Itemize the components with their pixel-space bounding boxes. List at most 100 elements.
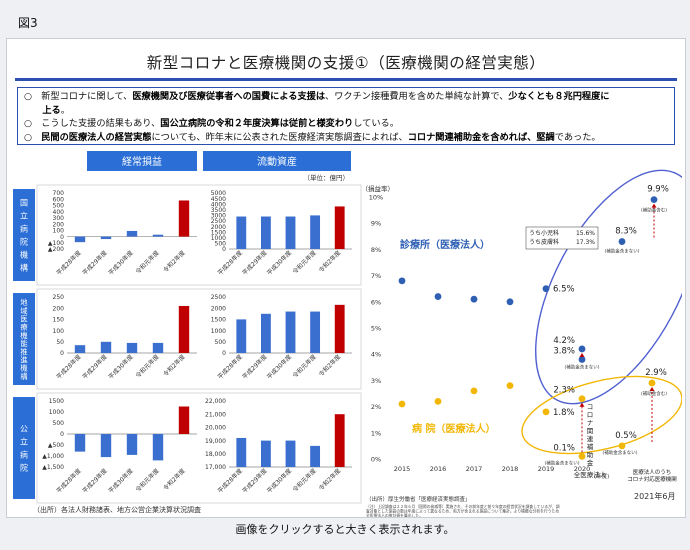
- y-tick-label: 1000: [211, 328, 226, 335]
- y-tick-label: 4000: [211, 201, 226, 208]
- y-tick-label: 0%: [371, 456, 381, 464]
- x-tick-label: 令和元年度: [134, 467, 161, 494]
- x-tick-label: 令和元年度: [291, 353, 318, 380]
- series-label-clinic: 診療所（医療法人）: [400, 238, 490, 251]
- row-label-char: 立: [20, 211, 28, 221]
- x-tick-label: 平成28年度: [216, 249, 244, 277]
- x-tick-label: 令和2年度: [317, 249, 342, 274]
- header-label: 流動資産: [257, 155, 297, 168]
- bar: [236, 437, 247, 467]
- y-tick-label: 600: [53, 196, 65, 203]
- y-tick-label: 9%: [371, 220, 381, 228]
- legend-item-label: うち小児科: [529, 229, 559, 237]
- y-tick-label: 500: [53, 203, 65, 210]
- x-tick-label: 平成29年度: [81, 249, 109, 277]
- hospital-highlight-ellipse: [521, 375, 682, 455]
- y-tick-label: 1%: [371, 429, 381, 437]
- slide-card[interactable]: 新型コロナと医療機関の支援①（医療機関の経営実態） ○ 新型コロナに関して、医療…: [6, 38, 686, 518]
- row-frame: [36, 288, 362, 390]
- point-value-label: 2.9%: [645, 368, 667, 378]
- row-label-box: [13, 189, 35, 281]
- x-tick-label: 平成29年度: [81, 467, 109, 495]
- annotation-incl: (補助金含む): [641, 207, 667, 214]
- bar: [100, 434, 112, 458]
- covid-subsidy-label-char: ロ: [587, 411, 594, 419]
- clinic-point: [542, 285, 550, 293]
- y-tick-label: 500: [215, 339, 227, 346]
- bar: [126, 230, 138, 237]
- bullet-text: コロナ関連補助金を含めれば、堅調: [407, 131, 555, 143]
- y-tick-label: 1500: [49, 398, 64, 405]
- bar: [126, 342, 138, 353]
- y-tick-label: 500: [53, 420, 65, 427]
- x-tick-label: 平成28年度: [216, 353, 244, 381]
- y-tick-label: 2000: [211, 224, 226, 231]
- bullet-text: 新型コロナに関して、: [41, 91, 133, 102]
- enlarge-caption[interactable]: 画像をクリックすると大きく表示されます。: [235, 523, 455, 536]
- clinic-point: [578, 356, 586, 363]
- profit-rate-chart: （損益率） 0% 1% 2% 3% 4% 5% 6% 7% 8% 9% 10% 2015 2016 2017…: [362, 169, 682, 517]
- right-note-line: （注）上記調査は２２年６月（国際の脅威等）実施され、その前年度と前々年度の経営状…: [366, 504, 560, 509]
- annotation-excl: (補助金含まない): [604, 248, 639, 255]
- row-label-char: 機: [20, 250, 28, 260]
- header-ordinary-profit: [87, 151, 197, 171]
- bullet-text: 少なくとも８兆円程度に: [508, 91, 610, 102]
- bar: [152, 434, 164, 461]
- y-tick-label: 300: [53, 215, 65, 222]
- hospital-point: [542, 408, 550, 416]
- hospital-point: [506, 382, 514, 390]
- x-tick-label: 令和元年度: [291, 249, 318, 276]
- bar: [126, 434, 138, 455]
- bullet-line: ○ 民間の医療法人の経営実態についても、昨年末に公表された医療経済実態調査によれ…: [24, 131, 668, 145]
- covid-subsidy-label-char: コ: [587, 403, 594, 411]
- clinic-point: [398, 277, 406, 285]
- x-tick-label: 2016: [430, 465, 447, 473]
- x-tick-label: 令和2年度: [161, 249, 186, 274]
- y-tick-label: 20,000: [205, 425, 226, 432]
- bar: [100, 341, 112, 353]
- bullet-text: している。: [353, 118, 399, 130]
- y-tick-label: 8%: [371, 246, 381, 254]
- y-tick-label: 50: [56, 339, 64, 346]
- y-tick-label: 400: [53, 209, 65, 216]
- point-value-label: 3.8%: [553, 346, 575, 356]
- y-tick-label: 200: [53, 221, 65, 228]
- annotation-excl: (補助金含まない): [564, 363, 599, 370]
- x-tick-label: 令和元年度: [134, 249, 161, 276]
- bullet-marker: ○: [24, 131, 42, 143]
- annotation-incl: (補助金含む): [641, 390, 667, 397]
- bar: [285, 216, 296, 249]
- x-tick-label: 平成30年度: [107, 249, 135, 277]
- left-source: （出所）各法人財務諸表、地方公営企業決算状況調査: [33, 505, 201, 514]
- bar: [334, 414, 345, 467]
- x-tick-label: 平成29年度: [241, 249, 269, 277]
- hospital-point: [398, 400, 406, 408]
- y-tick-label: 200: [53, 305, 65, 312]
- y-tick-label: 4500: [211, 196, 226, 203]
- y-tick-label: 5000: [211, 190, 226, 197]
- y-tick-label: 0: [60, 234, 64, 241]
- y-tick-label: 0: [222, 246, 226, 253]
- x-tick-label: 平成30年度: [265, 353, 293, 381]
- summary-bullets: ○ 新型コロナに関して、医療機関及び医療従事者への国費による支援は、ワクチン接種…: [17, 87, 675, 145]
- y-tick-label: 3%: [371, 377, 381, 385]
- y-tick-label: 250: [53, 294, 65, 301]
- y-tick-label: 2000: [211, 305, 226, 312]
- bullet-text: 医療機関及び医療従事者への国費による支援は: [132, 91, 326, 102]
- x-tick-label: 令和元年度: [291, 467, 318, 494]
- y-tick-label: 1500: [211, 317, 226, 324]
- bar: [310, 215, 321, 249]
- bar: [236, 319, 247, 353]
- clinic-point: [578, 345, 586, 353]
- legend-item-value: 15.6%: [576, 230, 595, 237]
- y-tick-label: 19,000: [205, 438, 226, 445]
- annotation-excl: (補助金含まない): [602, 449, 637, 456]
- y-tick-label: 7%: [371, 272, 381, 280]
- row-label-char: 公: [20, 425, 28, 434]
- covid-subsidy-label-char: ナ: [587, 419, 594, 427]
- row-label-char: 進: [20, 356, 27, 365]
- row-label-char: 国: [20, 199, 28, 208]
- y-tick-label: 5%: [371, 325, 381, 333]
- bar: [285, 311, 296, 353]
- x-unit-label: (年度): [594, 472, 609, 480]
